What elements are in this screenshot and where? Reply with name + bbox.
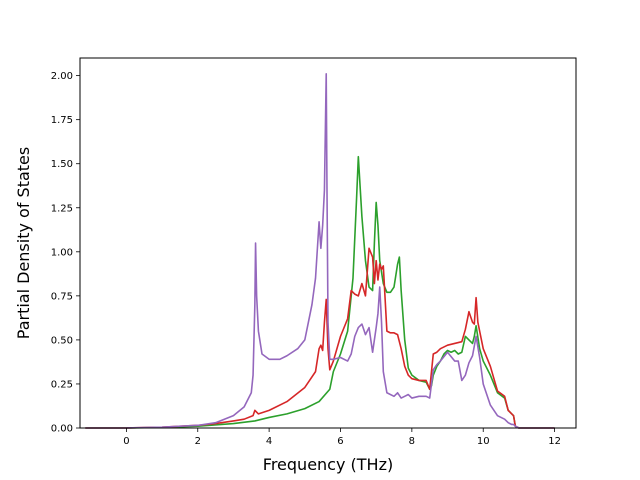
series-line-1 — [85, 247, 555, 429]
y-tick-label: 1.25 — [51, 203, 73, 214]
plot-frame — [79, 57, 577, 429]
y-axis: 0.00 0.25 0.50 0.75 1.00 1.25 1.50 1.75 2.00 — [51, 71, 80, 435]
x-tick-label: 2 — [195, 436, 201, 447]
y-tick-label: 0.50 — [51, 335, 73, 346]
x-tick-label: 4 — [266, 436, 272, 447]
x-tick-label: 6 — [337, 436, 343, 447]
y-tick-label: 0.00 — [51, 424, 73, 435]
y-tick-label: 0.25 — [51, 379, 73, 390]
y-axis-label: Partial Density of States — [14, 147, 33, 339]
series-line-0 — [85, 155, 555, 429]
x-tick-label: 10 — [477, 436, 490, 447]
y-tick-label: 1.00 — [51, 247, 73, 258]
series-layer — [85, 73, 555, 429]
x-tick-label: 12 — [548, 436, 561, 447]
x-axis-label: Frequency (THz) — [263, 455, 393, 474]
y-tick-label: 1.50 — [51, 159, 73, 170]
series-line-2 — [85, 73, 555, 429]
y-tick-label: 0.75 — [51, 291, 73, 302]
y-tick-label: 1.75 — [51, 115, 73, 126]
y-tick-label: 2.00 — [51, 71, 73, 82]
x-axis: 0 2 4 6 8 10 12 — [123, 428, 561, 447]
x-tick-label: 8 — [409, 436, 415, 447]
x-tick-label: 0 — [123, 436, 129, 447]
